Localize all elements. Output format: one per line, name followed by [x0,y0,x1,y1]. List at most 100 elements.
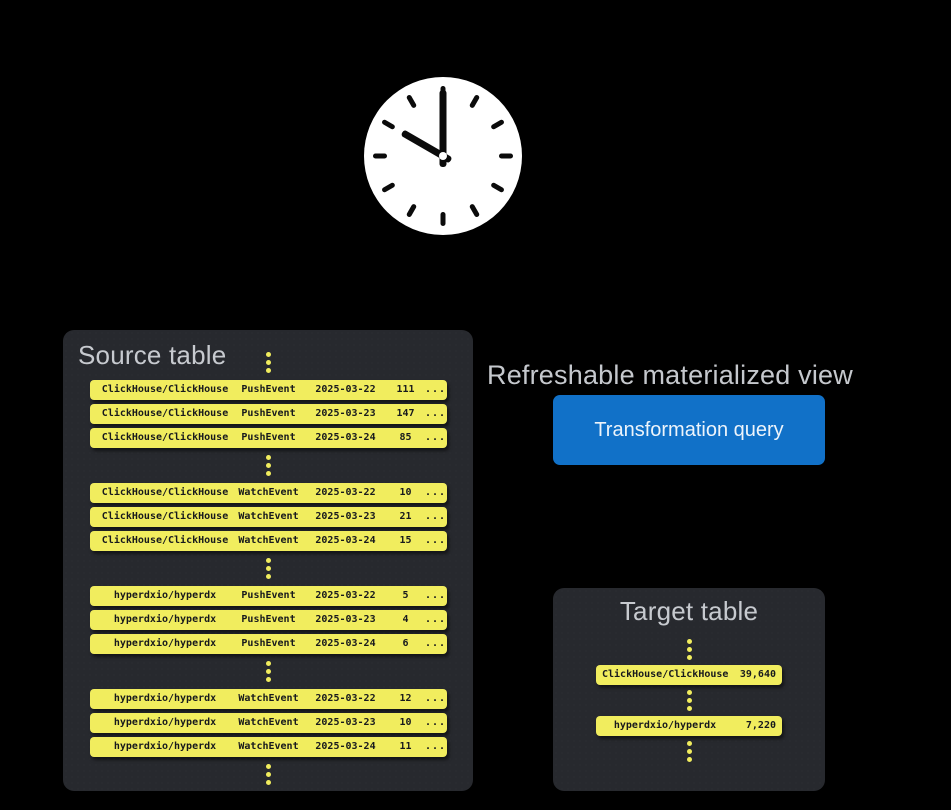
dot [265,661,271,666]
clock-tick [382,182,395,193]
source-table-row: hyperdxio/hyperdx PushEvent 2025-03-22 5... [89,586,447,606]
dot [265,471,271,476]
clock-tick [469,95,480,108]
source-table-rows: ClickHouse/ClickHouse PushEvent 2025-03-22… [63,347,473,790]
target-table-rows: ClickHouse/ClickHouse 39,640 hyperdxio/hyp… [553,634,825,767]
cell-event-type: PushEvent [241,408,296,419]
cell-count: 6 [402,638,409,649]
cell-repo: ClickHouse/ClickHouse [101,432,229,443]
cell-event-type: PushEvent [241,590,296,601]
vertical-ellipsis-dots [265,450,271,481]
clock-tick [406,204,417,217]
transformation-query-button[interactable]: Transformation query [553,395,825,465]
cell-date: 2025-03-24 [315,741,376,752]
cell-more: ... [424,432,447,443]
clock-tick [440,212,446,226]
cell-more: ... [424,590,447,601]
cell-date: 2025-03-24 [315,535,376,546]
target-table-row: ClickHouse/ClickHouse 39,640 [596,665,782,685]
source-table-row: hyperdxio/hyperdx PushEvent 2025-03-23 4... [89,610,447,630]
source-table-row: ClickHouse/ClickHouse WatchEvent 2025-03-2… [89,531,447,551]
cell-date: 2025-03-23 [315,717,376,728]
dot [265,558,271,563]
cell-date: 2025-03-23 [315,511,376,522]
cell-more: ... [424,408,447,419]
vertical-ellipsis-dots [265,759,271,790]
cell-repo: hyperdxio/hyperdx [113,614,217,625]
dot [686,741,692,746]
clock-tick [382,119,395,130]
source-table-row: hyperdxio/hyperdx WatchEvent 2025-03-23 10.… [89,713,447,733]
dot [686,639,692,644]
cell-repo: ClickHouse/ClickHouse [101,408,229,419]
dot [265,669,271,674]
dot [686,757,692,762]
dot [265,780,271,785]
cell-date: 2025-03-23 [315,614,376,625]
cell-more: ... [424,487,447,498]
cell-event-type: PushEvent [241,432,296,443]
cell-more: ... [424,511,447,522]
target-table-row: hyperdxio/hyperdx 7,220 [596,716,782,736]
cell-count: 11 [399,741,412,752]
materialized-view-heading: Refreshable materialized view [487,360,853,390]
dot [265,566,271,571]
cell-repo: ClickHouse/ClickHouse [101,384,229,395]
cell-more: ... [424,693,447,704]
source-table-row: ClickHouse/ClickHouse WatchEvent 2025-03-2… [89,483,447,503]
cell-date: 2025-03-22 [315,384,376,395]
cell-event-type: PushEvent [241,384,296,395]
dot [265,360,271,365]
dot [265,772,271,777]
cell-count: 10 [399,487,412,498]
cell-more: ... [424,638,447,649]
clock-hour-hand [401,130,452,163]
dot [265,463,271,468]
cell-count: 12 [399,693,412,704]
vertical-ellipsis-dots [265,347,271,378]
cell-count: 15 [399,535,412,546]
cell-event-type: WatchEvent [238,693,299,704]
dot [686,698,692,703]
cell-more: ... [424,535,447,546]
cell-repo: hyperdxio/hyperdx [113,590,217,601]
dot [686,655,692,660]
vertical-ellipsis-dots [686,736,692,767]
cell-event-type: WatchEvent [238,717,299,728]
clock-tick [491,182,504,193]
clock-tick-marks [373,86,513,226]
cell-repo: hyperdxio/hyperdx [613,720,717,731]
cell-count: 147 [396,408,415,419]
cell-count: 7,220 [745,720,776,731]
cell-repo: hyperdxio/hyperdx [113,717,217,728]
cell-count: 39,640 [739,669,776,680]
cell-date: 2025-03-24 [315,432,376,443]
cell-repo: ClickHouse/ClickHouse [602,669,729,680]
cell-repo: hyperdxio/hyperdx [113,741,217,752]
source-table-row: ClickHouse/ClickHouse WatchEvent 2025-03-2… [89,507,447,527]
cell-count: 111 [396,384,415,395]
cell-event-type: PushEvent [241,638,296,649]
vertical-ellipsis-dots [265,656,271,687]
cell-event-type: WatchEvent [238,511,299,522]
dot [686,749,692,754]
target-table-title: Target table [619,596,759,626]
dot [265,368,271,373]
source-table-row: hyperdxio/hyperdx WatchEvent 2025-03-24 11.… [89,737,447,757]
source-table-row: ClickHouse/ClickHouse PushEvent 2025-03-22… [89,380,447,400]
dot [265,455,271,460]
cell-date: 2025-03-24 [315,638,376,649]
dot [265,352,271,357]
cell-repo: ClickHouse/ClickHouse [101,511,229,522]
cell-more: ... [424,741,447,752]
cell-count: 5 [402,590,409,601]
vertical-ellipsis-dots [686,685,692,716]
clock-tick [499,153,513,159]
cell-more: ... [424,384,447,395]
cell-more: ... [424,717,447,728]
source-row-group: ClickHouse/ClickHouse WatchEvent 2025-03-2… [89,483,447,551]
dot [265,677,271,682]
clock-tick [469,204,480,217]
cell-repo: hyperdxio/hyperdx [113,638,217,649]
cell-repo: ClickHouse/ClickHouse [101,487,229,498]
